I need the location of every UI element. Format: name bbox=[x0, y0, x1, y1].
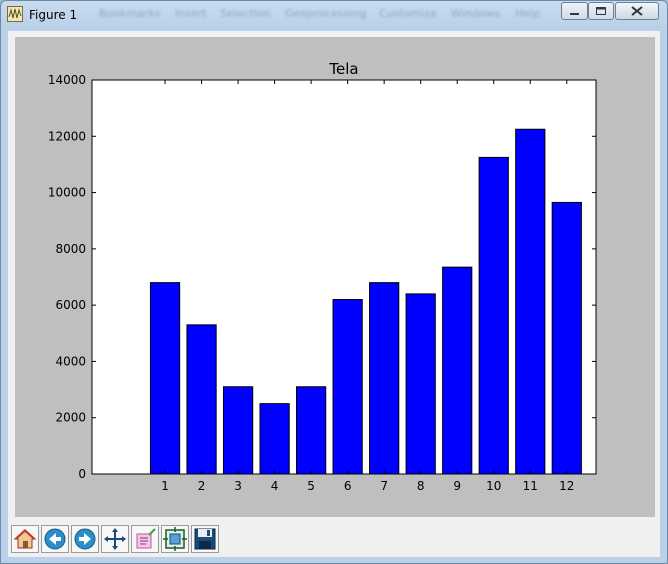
configure-subplots-button[interactable] bbox=[161, 525, 189, 553]
x-tick-label: 2 bbox=[198, 479, 206, 493]
maximize-button[interactable] bbox=[588, 2, 614, 20]
x-tick-label: 1 bbox=[161, 479, 169, 493]
axes-frame bbox=[91, 79, 597, 475]
ghost-menu-item: Customize bbox=[379, 7, 437, 20]
y-tick-label: 10000 bbox=[48, 186, 86, 200]
bar bbox=[332, 299, 363, 475]
window-title: Figure 1 bbox=[29, 8, 78, 22]
x-tick-label: 8 bbox=[417, 479, 425, 493]
bar bbox=[515, 128, 546, 475]
bar bbox=[442, 266, 473, 475]
zoom-rect-icon bbox=[136, 528, 156, 549]
ghost-menu-item: Insert bbox=[175, 7, 207, 20]
chart-title: Tela bbox=[328, 60, 358, 78]
ghost-menu-item: Help bbox=[515, 7, 541, 20]
figure-canvas[interactable]: 0 2000 4000 6000 8000 10000 12000 14000 1 2 3 4 5 6 7 8… bbox=[15, 37, 655, 517]
bar bbox=[369, 282, 400, 475]
back-button[interactable] bbox=[41, 525, 69, 553]
x-tick-label: 10 bbox=[486, 479, 501, 493]
maximize-icon bbox=[596, 7, 606, 15]
ghost-menu-item: Geoprocessing bbox=[285, 7, 367, 20]
client-area: 0 2000 4000 6000 8000 10000 12000 14000 1 2 3 4 5 6 7 8… bbox=[8, 31, 660, 557]
x-tick-label: 4 bbox=[271, 479, 279, 493]
forward-button[interactable] bbox=[71, 525, 99, 553]
bar bbox=[259, 403, 290, 475]
configure-subplots-icon bbox=[163, 527, 187, 551]
y-tick-label: 14000 bbox=[48, 73, 86, 87]
ghost-menu-item: Bookmarks bbox=[99, 7, 161, 20]
ghost-menu-item: Windows bbox=[451, 7, 501, 20]
pan-icon bbox=[104, 528, 126, 550]
bar bbox=[296, 386, 327, 475]
bar bbox=[186, 324, 217, 475]
home-icon bbox=[13, 529, 37, 549]
bar bbox=[551, 201, 582, 475]
back-arrow-icon bbox=[44, 528, 66, 550]
matplotlib-app-icon bbox=[7, 6, 23, 22]
x-tick-label: 7 bbox=[380, 479, 388, 493]
zoom-rect-button[interactable] bbox=[131, 525, 159, 553]
home-button[interactable] bbox=[11, 525, 39, 553]
y-tick-label: 4000 bbox=[55, 354, 86, 368]
x-tick-label: 9 bbox=[453, 479, 461, 493]
minimize-icon bbox=[570, 13, 579, 15]
bar bbox=[149, 282, 181, 475]
close-icon bbox=[631, 6, 643, 16]
y-tick-label: 8000 bbox=[55, 242, 86, 256]
ghost-menu-item: Selection bbox=[220, 7, 271, 20]
y-tick-label: 2000 bbox=[55, 411, 86, 425]
bar bbox=[478, 156, 509, 475]
save-button[interactable] bbox=[191, 525, 219, 553]
x-tick-label: 11 bbox=[523, 479, 538, 493]
navigation-toolbar bbox=[11, 523, 311, 555]
x-tick-label: 6 bbox=[344, 479, 352, 493]
bar bbox=[222, 386, 254, 475]
title-bar[interactable]: Figure 1 Bookmarks Insert Selection Geop… bbox=[1, 1, 667, 29]
minimize-button[interactable] bbox=[561, 2, 588, 20]
y-tick-label: 0 bbox=[78, 467, 86, 481]
forward-arrow-icon bbox=[74, 528, 96, 550]
pan-button[interactable] bbox=[101, 525, 129, 553]
save-icon bbox=[194, 528, 216, 550]
y-tick-label: 6000 bbox=[55, 298, 86, 312]
y-tick-label: 12000 bbox=[48, 129, 86, 143]
x-tick-label: 12 bbox=[559, 479, 574, 493]
bar bbox=[405, 293, 436, 475]
x-tick-label: 3 bbox=[234, 479, 242, 493]
close-button[interactable] bbox=[615, 2, 659, 20]
x-tick-label: 5 bbox=[307, 479, 315, 493]
